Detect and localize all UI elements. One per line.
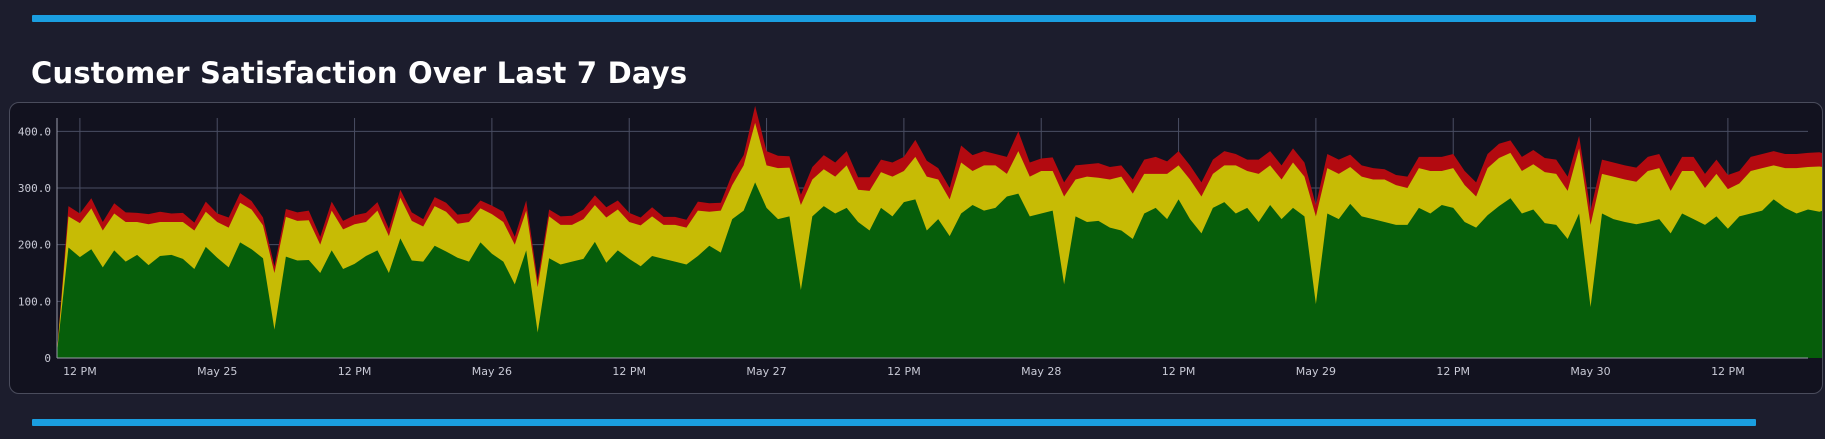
x-tick-label: 12 PM bbox=[1162, 365, 1196, 378]
y-tick-label: 400.0 bbox=[18, 125, 51, 138]
x-tick-label: May 30 bbox=[1570, 365, 1610, 378]
x-tick-label: May 27 bbox=[746, 365, 786, 378]
x-tick-label: 12 PM bbox=[612, 365, 646, 378]
y-tick-label: 100.0 bbox=[18, 295, 51, 308]
chart-panel: 0 100.0 200.0 300.0 400.0 12 PM May 25 12 PM May… bbox=[9, 102, 1823, 394]
x-tick-label: 12 PM bbox=[1436, 365, 1470, 378]
area-satisfied bbox=[57, 182, 1822, 358]
satisfaction-area-chart: 0 100.0 200.0 300.0 400.0 12 PM May 25 12 PM May… bbox=[18, 105, 1822, 378]
y-tick-label: 300.0 bbox=[18, 182, 51, 195]
x-tick-label: 12 PM bbox=[887, 365, 921, 378]
chart-title: Customer Satisfaction Over Last 7 Days bbox=[31, 56, 688, 90]
x-tick-label: May 28 bbox=[1021, 365, 1061, 378]
top-accent-bar bbox=[32, 15, 1756, 22]
x-tick-label: May 25 bbox=[197, 365, 237, 378]
y-tick-label: 0 bbox=[44, 352, 51, 365]
x-tick-label: May 26 bbox=[472, 365, 512, 378]
x-tick-label: 12 PM bbox=[338, 365, 372, 378]
x-tick-label: 12 PM bbox=[63, 365, 97, 378]
y-tick-label: 200.0 bbox=[18, 239, 51, 252]
x-tick-label: May 29 bbox=[1296, 365, 1336, 378]
x-tick-label: 12 PM bbox=[1711, 365, 1745, 378]
bottom-accent-bar bbox=[32, 419, 1756, 426]
